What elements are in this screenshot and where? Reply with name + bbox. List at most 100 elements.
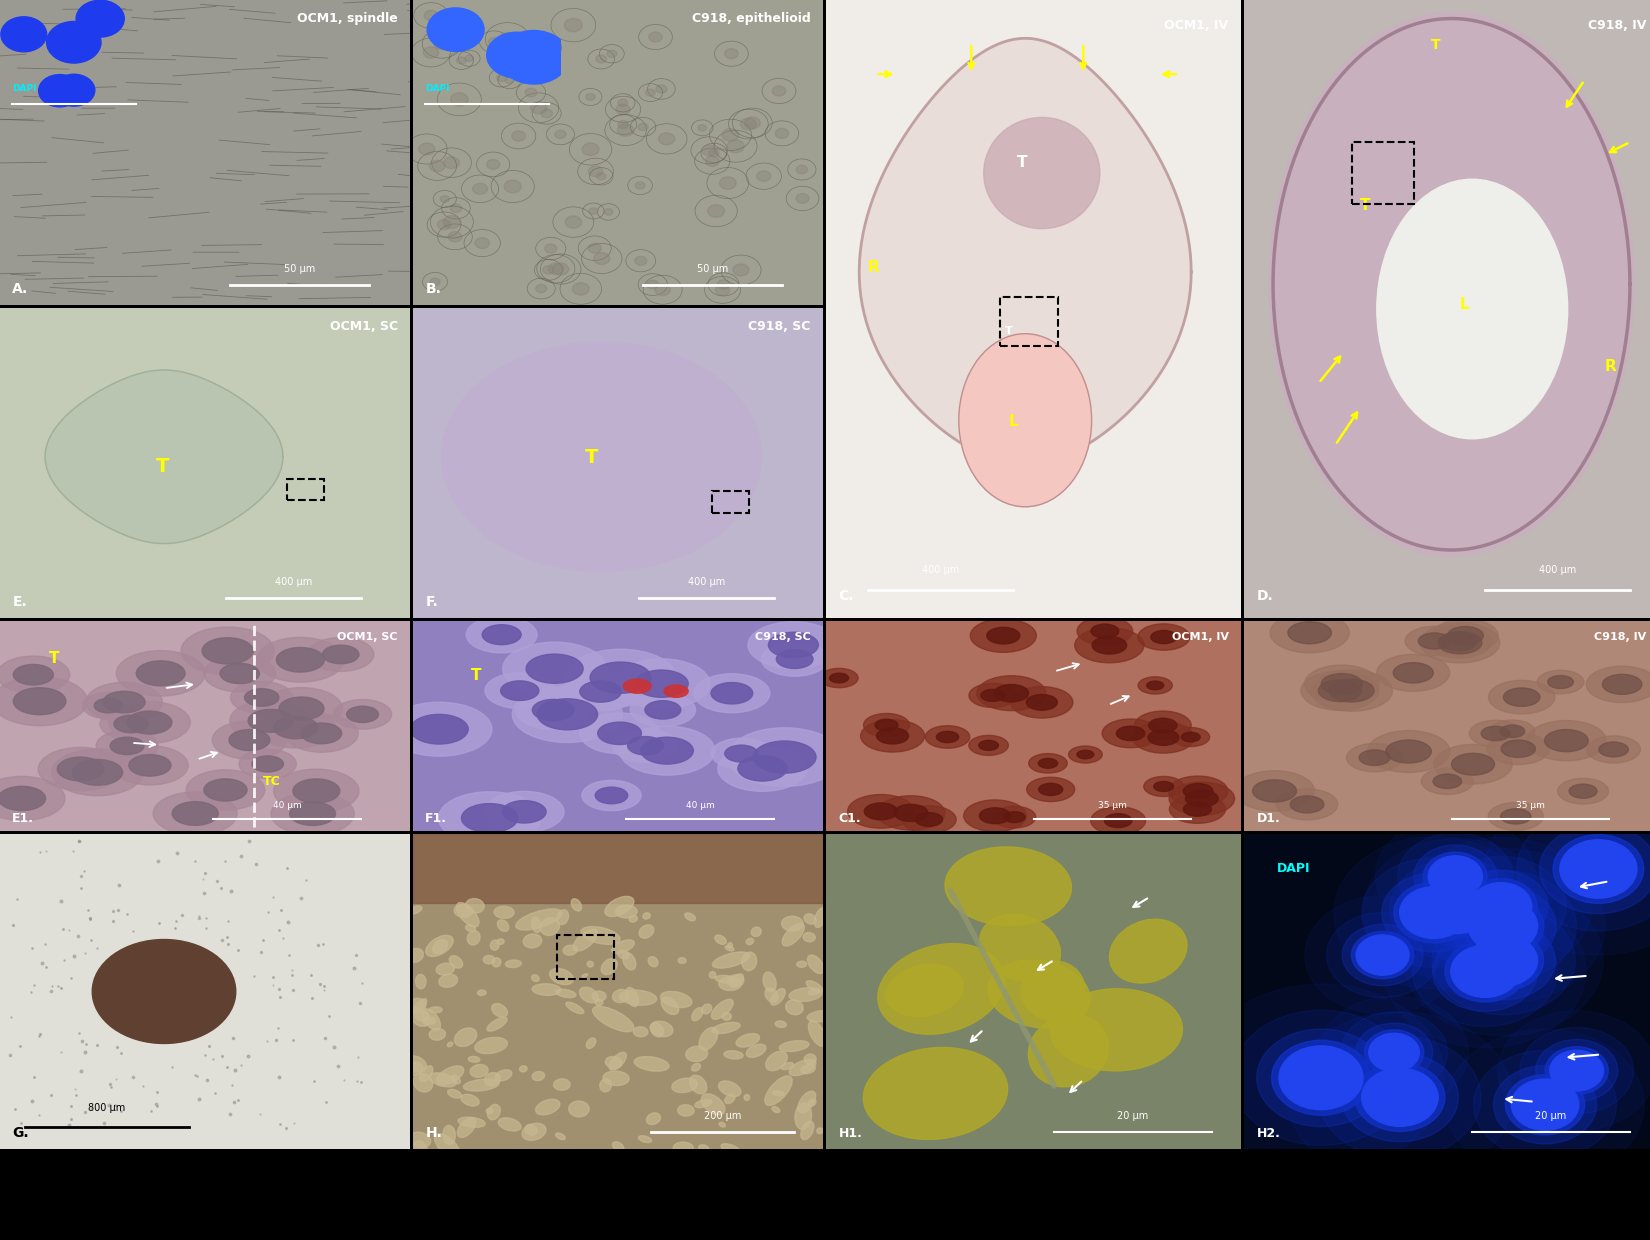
Circle shape — [777, 650, 813, 668]
Text: G.: G. — [12, 1126, 30, 1140]
Ellipse shape — [815, 908, 827, 928]
Ellipse shape — [521, 1123, 546, 1141]
Ellipse shape — [800, 1121, 813, 1140]
Circle shape — [1272, 1040, 1371, 1115]
Text: C918, epithelioid: C918, epithelioid — [691, 12, 810, 25]
Circle shape — [1470, 935, 1538, 986]
Ellipse shape — [701, 1094, 724, 1115]
Circle shape — [564, 19, 582, 32]
Circle shape — [876, 728, 909, 744]
Ellipse shape — [634, 1027, 648, 1037]
Ellipse shape — [469, 1056, 480, 1063]
Text: H1.: H1. — [838, 1127, 863, 1140]
Circle shape — [695, 673, 771, 713]
Circle shape — [1429, 870, 1576, 982]
Ellipse shape — [650, 1023, 663, 1037]
Circle shape — [724, 48, 738, 58]
Circle shape — [485, 673, 554, 708]
Circle shape — [444, 216, 460, 228]
Circle shape — [437, 219, 450, 229]
Circle shape — [1277, 789, 1338, 820]
Circle shape — [73, 759, 122, 785]
Ellipse shape — [414, 1141, 427, 1156]
Ellipse shape — [536, 1100, 559, 1115]
Circle shape — [434, 37, 450, 50]
Ellipse shape — [701, 1004, 711, 1014]
Ellipse shape — [799, 1091, 815, 1112]
Text: 400 μm: 400 μm — [921, 564, 959, 575]
Circle shape — [627, 737, 663, 755]
Ellipse shape — [1021, 961, 1086, 1021]
Circle shape — [1432, 931, 1538, 1011]
Text: A.: A. — [12, 281, 28, 296]
Circle shape — [757, 171, 771, 181]
Ellipse shape — [808, 1021, 827, 1047]
Circle shape — [1421, 622, 1500, 663]
Ellipse shape — [432, 940, 447, 954]
Circle shape — [256, 707, 335, 748]
Circle shape — [596, 787, 627, 804]
Circle shape — [1026, 777, 1074, 801]
Circle shape — [439, 792, 541, 844]
Circle shape — [450, 93, 469, 105]
Circle shape — [1360, 750, 1389, 765]
Circle shape — [1138, 624, 1190, 650]
Circle shape — [101, 708, 162, 740]
Ellipse shape — [490, 940, 500, 950]
Ellipse shape — [714, 976, 736, 983]
Circle shape — [94, 698, 122, 713]
Circle shape — [752, 742, 817, 774]
Circle shape — [526, 653, 582, 683]
Text: C918, SC: C918, SC — [749, 320, 810, 334]
Text: F1.: F1. — [426, 812, 447, 825]
Circle shape — [248, 709, 294, 733]
Ellipse shape — [804, 1054, 817, 1064]
Ellipse shape — [1051, 988, 1183, 1071]
Ellipse shape — [556, 1133, 566, 1140]
Circle shape — [525, 88, 536, 97]
Circle shape — [1330, 680, 1374, 702]
Ellipse shape — [724, 946, 734, 951]
Ellipse shape — [460, 1094, 478, 1106]
Bar — [1351, 143, 1414, 203]
Circle shape — [744, 117, 761, 129]
Ellipse shape — [454, 904, 472, 918]
Ellipse shape — [744, 1095, 749, 1100]
Circle shape — [769, 632, 818, 657]
Circle shape — [1172, 728, 1209, 746]
Ellipse shape — [406, 949, 424, 962]
Text: T: T — [470, 668, 480, 683]
Ellipse shape — [782, 916, 804, 931]
Ellipse shape — [625, 987, 639, 1007]
Ellipse shape — [439, 975, 457, 987]
Circle shape — [497, 46, 508, 55]
Circle shape — [1290, 796, 1323, 813]
Circle shape — [102, 691, 145, 713]
Circle shape — [1351, 931, 1414, 978]
Circle shape — [1365, 1030, 1424, 1075]
Circle shape — [977, 676, 1046, 711]
Ellipse shape — [817, 1128, 823, 1133]
Circle shape — [1340, 1012, 1447, 1094]
Circle shape — [1310, 670, 1393, 712]
Circle shape — [1465, 879, 1538, 934]
Ellipse shape — [660, 992, 691, 1008]
Circle shape — [1386, 740, 1431, 763]
Ellipse shape — [639, 925, 653, 939]
Circle shape — [503, 180, 521, 193]
Circle shape — [1503, 688, 1539, 707]
Circle shape — [503, 642, 607, 696]
Circle shape — [512, 131, 525, 141]
Text: D1.: D1. — [1256, 812, 1280, 825]
Ellipse shape — [746, 1044, 766, 1058]
Circle shape — [1470, 720, 1521, 746]
Circle shape — [1452, 754, 1495, 775]
Ellipse shape — [629, 915, 637, 923]
Ellipse shape — [487, 1109, 493, 1114]
Circle shape — [333, 699, 391, 729]
Circle shape — [614, 658, 710, 708]
Circle shape — [1464, 930, 1543, 991]
Circle shape — [1488, 681, 1554, 714]
Text: C918, IV: C918, IV — [1589, 19, 1647, 31]
Circle shape — [878, 796, 945, 830]
